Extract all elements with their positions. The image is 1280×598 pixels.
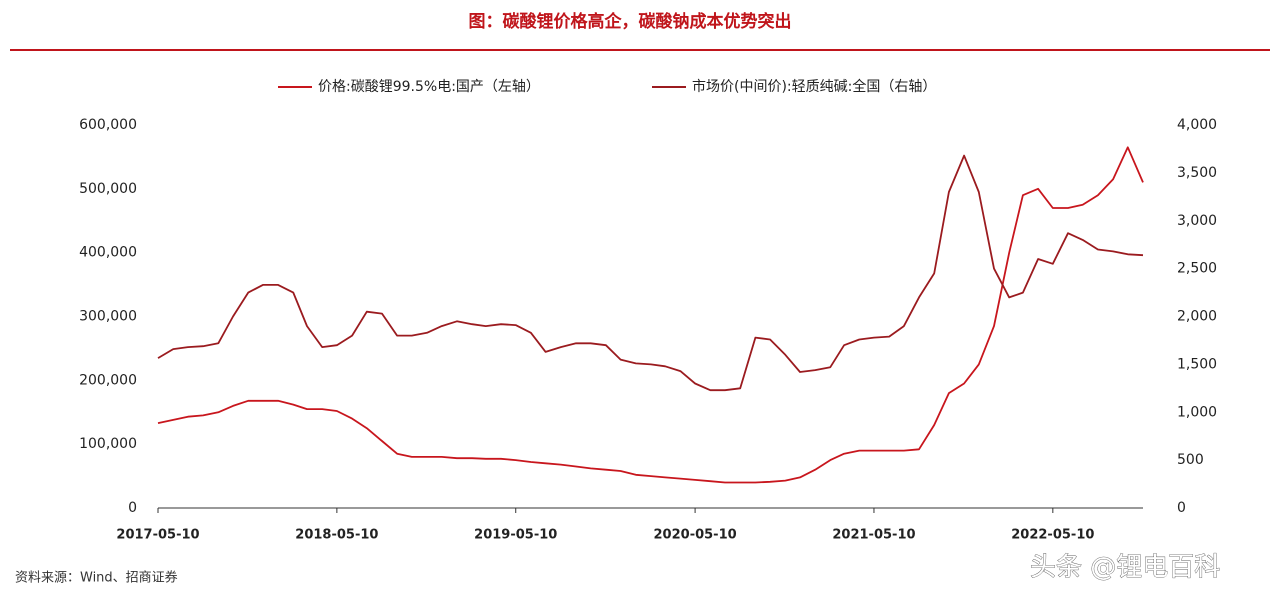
legend-label: 市场价(中间价):轻质纯碱:全国（右轴） xyxy=(692,78,936,95)
y2-tick-label: 2,500 xyxy=(1177,261,1217,277)
y2-tick-label: 0 xyxy=(1177,500,1186,516)
y-tick-label: 300,000 xyxy=(79,309,137,325)
y-tick-label: 500,000 xyxy=(79,181,137,197)
x-tick-label: 2018-05-10 xyxy=(295,528,378,543)
plot-area: 0 100,000 200,000 300,000 400,000 500,000 600,… xyxy=(79,78,1217,543)
series-line xyxy=(157,146,1144,484)
series-line xyxy=(157,154,1144,392)
x-tick-label: 2017-05-10 xyxy=(116,528,199,543)
y-tick-label: 600,000 xyxy=(79,117,137,133)
y2-tick-label: 1,500 xyxy=(1177,356,1217,372)
source-note: 资料来源：Wind、招商证券 xyxy=(15,570,178,586)
y2-tick-label: 500 xyxy=(1177,452,1204,468)
y2-tick-label: 3,500 xyxy=(1177,165,1217,181)
y-tick-label: 400,000 xyxy=(79,245,137,261)
y2-tick-label: 2,000 xyxy=(1177,309,1217,325)
y-tick-label: 0 xyxy=(128,500,137,516)
y-tick-label: 200,000 xyxy=(79,372,137,388)
y-tick-label: 100,000 xyxy=(79,436,137,452)
x-tick-label: 2020-05-10 xyxy=(654,528,737,543)
y2-tick-label: 3,000 xyxy=(1177,213,1217,229)
legend-label: 价格:碳酸锂99.5%电:国产（左轴） xyxy=(318,79,540,95)
y2-tick-label: 4,000 xyxy=(1177,117,1217,133)
y2-tick-label: 1,000 xyxy=(1177,404,1217,420)
watermark: 头条 @锂电百科 xyxy=(1030,553,1220,583)
x-tick-label: 2021-05-10 xyxy=(832,528,915,543)
chart-title: 图：碳酸锂价格高企，碳酸钠成本优势突出 xyxy=(469,11,792,32)
x-tick-label: 2022-05-10 xyxy=(1011,528,1094,543)
x-tick-label: 2019-05-10 xyxy=(474,528,557,543)
